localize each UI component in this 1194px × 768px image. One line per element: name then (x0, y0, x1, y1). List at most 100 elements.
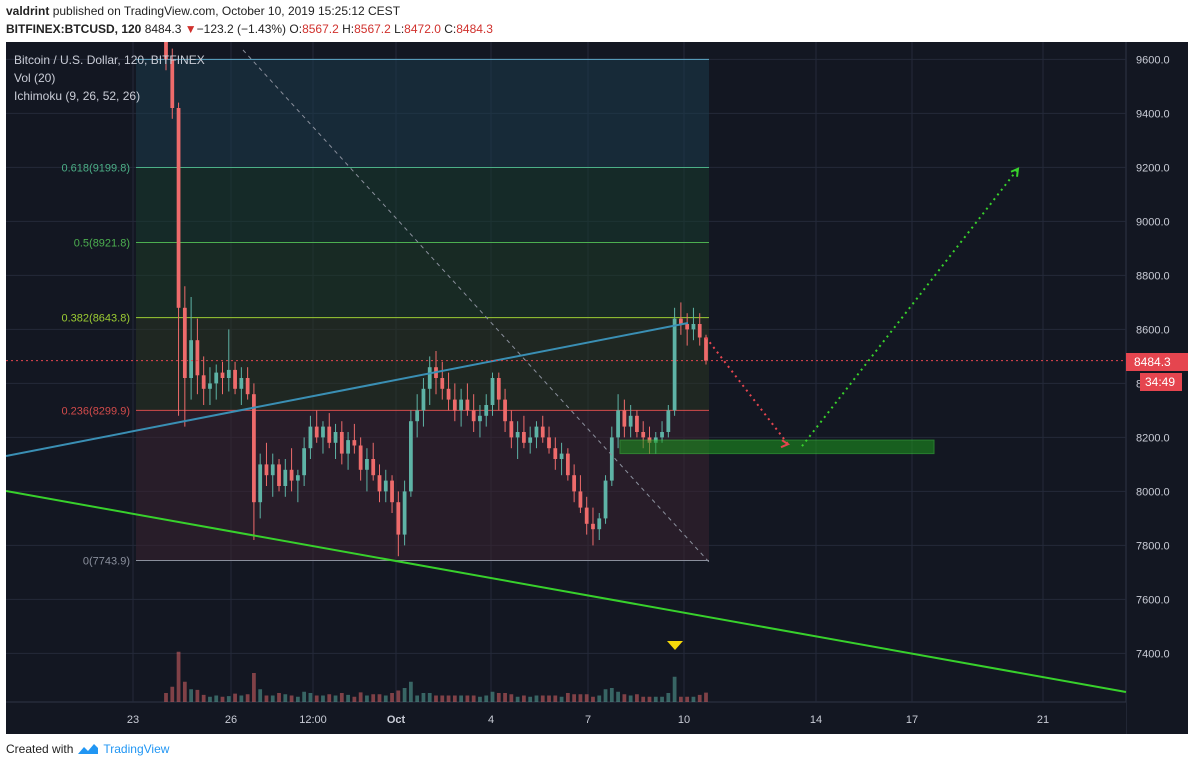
candle-body (515, 432, 520, 438)
volume-bar (440, 695, 445, 702)
candle-body (208, 383, 212, 389)
candle-body (446, 388, 451, 400)
candle-body (189, 340, 193, 378)
candle-body (327, 426, 332, 443)
time-tick-label: 7 (585, 714, 591, 726)
volume-bar (490, 691, 495, 702)
open-value: 8567.2 (302, 22, 339, 36)
candle-body (371, 459, 376, 476)
candle-body (666, 410, 671, 432)
volume-bar (565, 693, 570, 702)
candle-body (559, 453, 564, 459)
fibonacci-level-label: 0.5(8921.8) (74, 238, 130, 250)
volume-bar (572, 694, 577, 702)
volume-bar (402, 688, 407, 702)
time-tick-label: 14 (810, 714, 822, 726)
volume-bar (245, 694, 250, 702)
candle-body (578, 491, 583, 508)
candle-body (553, 448, 558, 459)
price-tick-label: 8800.0 (1136, 270, 1170, 282)
candle-body (358, 445, 363, 470)
projection-drop-line[interactable] (705, 336, 789, 445)
volume-bar (214, 695, 219, 702)
candle-body (258, 464, 263, 503)
candle-body (390, 480, 394, 503)
price-axis-labels: 7400.07600.07800.08000.08200.08400.08600… (1136, 54, 1170, 660)
fibonacci-zone (136, 59, 709, 168)
candle-body (509, 421, 514, 438)
volume-bar (553, 695, 558, 702)
volume-bar (346, 694, 350, 702)
legend-volume[interactable]: Vol (20) (14, 71, 55, 85)
close-value: 8484.3 (456, 22, 493, 36)
candle-body (233, 369, 237, 389)
price-tick-label: 9200.0 (1136, 162, 1170, 174)
candle-body (264, 464, 269, 476)
fibonacci-zone (136, 242, 709, 318)
candle-body (182, 307, 187, 378)
volume-bar (635, 694, 639, 702)
ascending-trendline[interactable] (6, 322, 689, 457)
candle-body (672, 318, 677, 411)
volume-bar (603, 689, 608, 702)
close-label: C: (444, 22, 457, 36)
fibonacci-level-label: 0.382(8643.8) (62, 313, 131, 325)
price-tick-label: 9000.0 (1136, 216, 1170, 228)
time-axis-labels: 23 26 12:00 Oct 4 7 10 14 17 21 (127, 714, 1049, 726)
candle-body (452, 399, 457, 411)
candle-body (440, 378, 445, 389)
projection-rise-line[interactable] (801, 168, 1019, 447)
volume-bar (164, 693, 168, 702)
candle-body (176, 108, 181, 308)
signal-marker-icon[interactable] (667, 641, 683, 650)
descending-support-trendline[interactable] (6, 490, 1127, 693)
support-zone-rectangle[interactable] (619, 439, 935, 455)
candle-body (164, 42, 168, 60)
created-with-text: Created with (6, 742, 74, 756)
time-tick-label: 10 (678, 714, 690, 726)
candle-body (591, 523, 595, 530)
volume-bar (459, 695, 463, 702)
candle-body (691, 324, 696, 330)
volume-bar (452, 695, 457, 702)
candle-body (377, 475, 382, 492)
volume-bar (170, 686, 175, 702)
volume-bar (622, 694, 627, 702)
legend-ichimoku[interactable]: Ichimoku (9, 26, 52, 26) (14, 89, 140, 103)
candle-body (628, 415, 633, 427)
volume-bar (396, 690, 401, 702)
volume-bar (704, 692, 708, 702)
author-name[interactable]: valdrint (6, 4, 50, 18)
candle-body (283, 469, 288, 486)
volume-bar (182, 681, 187, 702)
candle-body (314, 426, 319, 438)
candle-body (685, 324, 690, 330)
volume-bar (327, 694, 332, 702)
volume-bar (446, 695, 451, 702)
legend-title[interactable]: Bitcoin / U.S. Dollar, 120, BITFINEX (14, 53, 205, 67)
volume-bar (339, 693, 344, 702)
candle-body (415, 410, 420, 422)
high-value: 8567.2 (354, 22, 391, 36)
projection-arrowhead-icon (1010, 167, 1020, 177)
volume-bar (484, 695, 489, 702)
volume-bar (377, 694, 382, 702)
volume-bar (308, 693, 313, 702)
volume-bar (660, 696, 664, 702)
low-label: L: (394, 22, 405, 36)
volume-bar (509, 694, 514, 702)
tradingview-brand[interactable]: TradingView (103, 742, 170, 756)
projection-arrowhead-icon (780, 439, 791, 449)
volume-bar (415, 695, 420, 702)
time-axis[interactable] (6, 702, 1126, 734)
price-chart[interactable]: 0.618(9199.8) 0.5(8921.8) 0.382(8643.8) 0.2… (6, 42, 1188, 734)
price-tick-label: 8600.0 (1136, 324, 1170, 336)
volume-bar (277, 693, 281, 702)
candle-body (622, 410, 627, 427)
candle-body (333, 432, 338, 443)
dashed-diagonal-line[interactable] (242, 49, 710, 563)
candle-body (597, 518, 602, 530)
volume-bar (578, 694, 583, 702)
volume-bar (685, 696, 690, 702)
candle-body (484, 405, 489, 416)
